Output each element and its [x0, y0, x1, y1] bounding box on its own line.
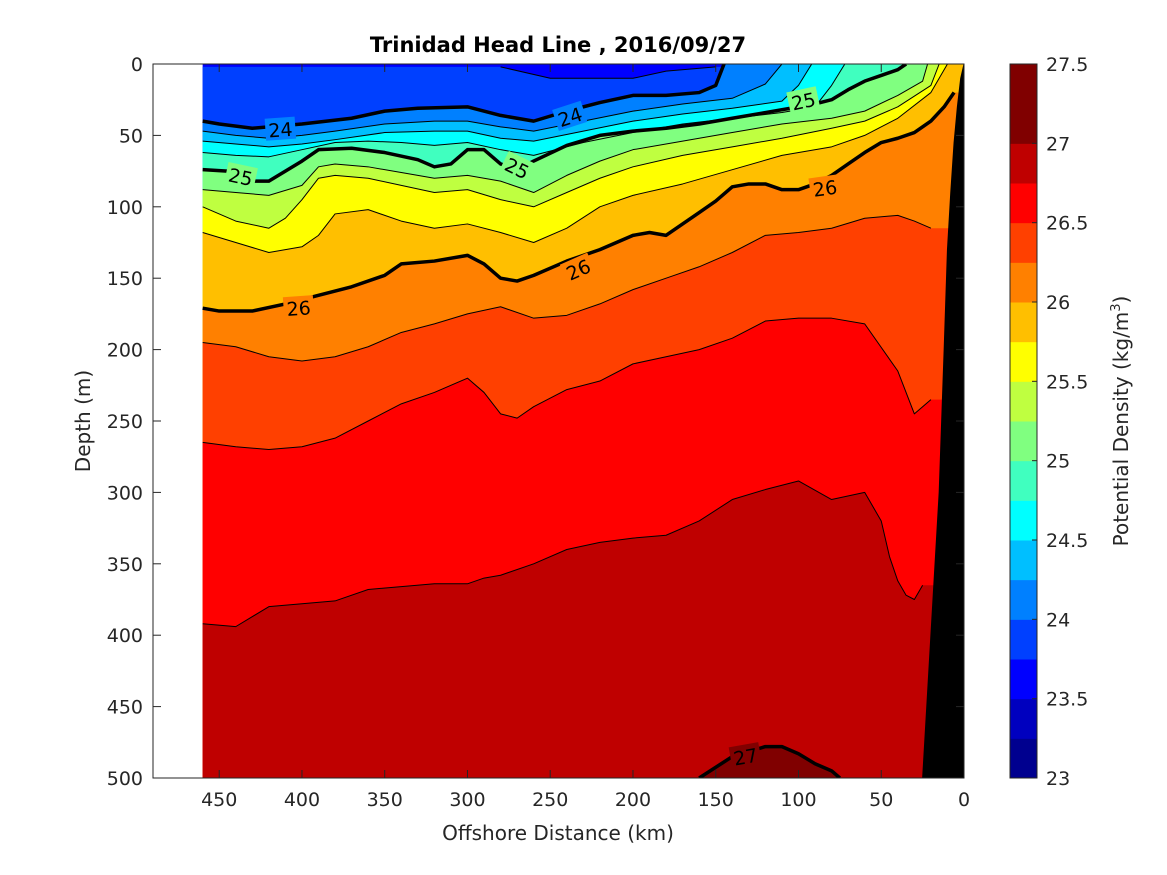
- colorbar-segment: [1010, 381, 1037, 422]
- x-axis: 450 400 350 300 250 200 150 100 50 0: [201, 64, 970, 811]
- colorbar-tick-label: 24: [1046, 609, 1070, 631]
- colorbar-label-end: ): [1109, 296, 1133, 304]
- plot-area: [202, 64, 964, 778]
- y-tick-label: 250: [107, 411, 143, 433]
- contour-label-8: 27: [728, 742, 763, 771]
- chart-title: Trinidad Head Line , 2016/09/27: [370, 33, 746, 57]
- contour-label-bg: [499, 150, 536, 184]
- colorbar-segment: [1010, 222, 1037, 263]
- y-tick-label: 0: [131, 54, 143, 76]
- contour-line-25.25: [202, 64, 929, 196]
- contour-line-26: [202, 91, 956, 313]
- density-band-27: [699, 746, 840, 778]
- colorbar-tick-label: 26.5: [1046, 213, 1088, 235]
- contour-line-26.25: [202, 214, 932, 362]
- colorbar-segment: [1010, 143, 1037, 184]
- y-tick-label: 300: [107, 482, 143, 504]
- contour-label-4: 25: [786, 86, 821, 116]
- x-tick-label: 200: [615, 789, 651, 811]
- colorbar-frame: [1009, 63, 1038, 779]
- contour-label-bg: [728, 742, 763, 770]
- colorbar-tick-label: 27: [1046, 133, 1070, 155]
- x-axis-label: Offshore Distance (km): [442, 821, 674, 845]
- x-tick-label: 50: [869, 789, 893, 811]
- colorbar-segment: [1010, 500, 1037, 541]
- colorbar-segment: [1010, 579, 1037, 620]
- y-tick-label: 500: [107, 768, 143, 790]
- colorbar-tick-label: 24.5: [1046, 530, 1088, 552]
- colorbar-tick-label: 25.5: [1046, 371, 1088, 393]
- contour-label-bg: [282, 295, 315, 320]
- x-tick-label: 100: [780, 789, 816, 811]
- x-tick-label: 250: [532, 789, 568, 811]
- contour-label-1: 24: [552, 100, 588, 132]
- contour-line-24.75: [202, 64, 846, 158]
- colorbar-segment: [1010, 738, 1037, 779]
- colorbar-tick-label: 27.5: [1046, 54, 1088, 76]
- y-tick-label: 100: [107, 197, 143, 219]
- colorbar-tick-label: 23: [1046, 768, 1070, 790]
- contour-line-23.75: [500, 66, 716, 79]
- contour-label-text: 25: [790, 89, 818, 116]
- colorbar-segment: [1010, 64, 1037, 105]
- colorbar-segment: [1010, 341, 1037, 382]
- contour-line-25.75: [202, 64, 948, 253]
- colorbar-segment: [1010, 421, 1037, 462]
- colorbar-segment: [1010, 659, 1037, 700]
- y-tick-label: 350: [107, 554, 143, 576]
- colorbar: 23 23.5 24 24.5 25 25.5 26 26.5 27 27.5: [1009, 54, 1088, 790]
- x-tick-label: 400: [284, 789, 320, 811]
- x-tick-label: 300: [449, 789, 485, 811]
- y-axis: 0 50 100 150 200 250 300 350 400 450 500: [107, 54, 964, 790]
- density-band-26.75: [202, 480, 964, 778]
- colorbar-segment: [1010, 460, 1037, 501]
- contour-label-bg: [808, 174, 842, 201]
- contour-label-text: 26: [812, 177, 839, 202]
- contour-label-text: 27: [732, 745, 760, 771]
- bottom-topography: [922, 64, 964, 778]
- y-tick-label: 400: [107, 625, 143, 647]
- contour-label-bg: [552, 100, 588, 131]
- contour-label-2: 25: [223, 161, 258, 192]
- colorbar-tick-label: 25: [1046, 451, 1070, 473]
- colorbar-tick-label: 26: [1046, 292, 1070, 314]
- colorbar-segment: [1010, 540, 1037, 581]
- colorbar-label-text: Potential Density (kg/m: [1109, 312, 1133, 547]
- y-tick-label: 200: [107, 340, 143, 362]
- colorbar-segment: [1010, 302, 1037, 343]
- contour-label-bg: [223, 161, 258, 190]
- colorbar-label-superscript: 3: [1109, 303, 1124, 311]
- x-tick-label: 0: [958, 789, 970, 811]
- contour-label-bg: [264, 116, 297, 141]
- x-tick-label: 350: [367, 789, 403, 811]
- colorbar-segment: [1010, 619, 1037, 660]
- contour-label-bg: [786, 86, 821, 115]
- contour-line-25.5: [202, 64, 940, 229]
- contour-label-5: 26: [282, 295, 315, 321]
- colorbar-tick-label: 23.5: [1046, 689, 1088, 711]
- contour-line-24.5: [202, 64, 813, 148]
- colorbar-label: Potential Density (kg/m3): [1109, 296, 1133, 547]
- x-tick-label: 450: [201, 789, 237, 811]
- colorbar-segment: [1010, 103, 1037, 144]
- y-axis-label: Depth (m): [71, 370, 95, 472]
- contour-label-text: 26: [286, 297, 312, 321]
- colorbar-segment: [1010, 698, 1037, 739]
- contour-label-text: 25: [226, 165, 254, 192]
- contour-label-7: 26: [808, 174, 842, 202]
- colorbar-segment: [1010, 183, 1037, 224]
- contour-label-bg: [559, 252, 597, 285]
- colorbar-segment: [1010, 262, 1037, 303]
- y-tick-label: 450: [107, 697, 143, 719]
- x-tick-label: 150: [698, 789, 734, 811]
- y-tick-label: 150: [107, 268, 143, 290]
- contour-line-26.75: [202, 480, 924, 628]
- contour-line-26.5: [202, 317, 932, 451]
- contour-label-text: 24: [268, 119, 294, 143]
- y-tick-label: 50: [119, 125, 143, 147]
- contour-label-0: 24: [264, 116, 297, 143]
